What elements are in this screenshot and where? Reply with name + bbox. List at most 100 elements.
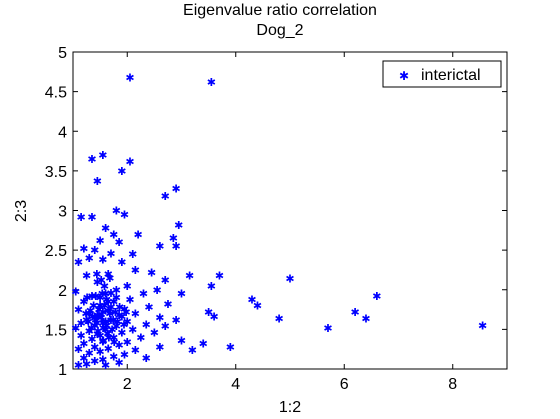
data-point: ✱ xyxy=(323,322,332,335)
data-point: ✱ xyxy=(142,319,151,332)
data-point: ✱ xyxy=(107,323,116,336)
data-point: ✱ xyxy=(94,304,103,317)
data-point: ✱ xyxy=(96,235,105,248)
data-point: ✱ xyxy=(204,306,213,319)
data-point: ✱ xyxy=(177,288,186,301)
data-point: ✱ xyxy=(110,336,119,349)
data-point: ✱ xyxy=(96,330,105,343)
data-point: ✱ xyxy=(87,333,96,346)
data-point: ✱ xyxy=(100,300,109,313)
data-point: ✱ xyxy=(117,256,126,269)
data-point: ✱ xyxy=(120,303,129,316)
legend-label-interictal: interictal xyxy=(421,67,481,84)
data-point: ✱ xyxy=(96,292,105,305)
data-point: ✱ xyxy=(77,317,86,330)
data-point: ✱ xyxy=(87,290,96,303)
data-point: ✱ xyxy=(104,304,113,317)
data-point: ✱ xyxy=(85,252,94,265)
data-point: ✱ xyxy=(104,342,113,355)
x-tick-label: 4 xyxy=(231,376,240,393)
data-point: ✱ xyxy=(152,284,161,297)
legend-box xyxy=(382,60,502,88)
data-point: ✱ xyxy=(133,228,142,241)
data-point: ✱ xyxy=(96,300,105,313)
data-point: ✱ xyxy=(102,293,111,306)
data-point: ✱ xyxy=(171,182,180,195)
data-point: ✱ xyxy=(101,359,110,372)
data-point: ✱ xyxy=(82,314,91,327)
data-point: ✱ xyxy=(86,304,95,317)
data-point: ✱ xyxy=(92,317,101,330)
data-point: ✱ xyxy=(82,269,91,282)
data-point: ✱ xyxy=(91,314,100,327)
data-point: ✱ xyxy=(93,328,102,341)
data-point: ✱ xyxy=(120,349,129,362)
chart-title: Eigenvalue ratio correlation xyxy=(183,2,377,19)
data-point: ✱ xyxy=(71,285,80,298)
data-point: ✱ xyxy=(104,268,113,281)
data-point: ✱ xyxy=(115,357,124,370)
y-tick-label: 3 xyxy=(58,204,67,221)
data-point: ✱ xyxy=(125,293,134,306)
data-point: ✱ xyxy=(93,175,102,188)
data-point: ✱ xyxy=(79,352,88,365)
y-tick-label: 5 xyxy=(58,45,67,62)
data-point: ✱ xyxy=(125,155,134,168)
legend: ✱ interictal xyxy=(382,60,502,88)
data-point: ✱ xyxy=(207,280,216,293)
data-point: ✱ xyxy=(155,311,164,324)
data-point: ✱ xyxy=(115,236,124,249)
data-point: ✱ xyxy=(98,306,107,319)
data-point: ✱ xyxy=(77,211,86,224)
data-point: ✱ xyxy=(115,309,124,322)
data-point: ✱ xyxy=(98,288,107,301)
data-point: ✱ xyxy=(97,311,106,324)
data-point: ✱ xyxy=(79,296,88,309)
legend-marker: ✱ xyxy=(399,69,409,83)
data-point: ✱ xyxy=(97,274,106,287)
data-point: ✱ xyxy=(275,312,284,325)
data-point: ✱ xyxy=(123,336,132,349)
x-axis-label: 1:2 xyxy=(279,399,301,416)
data-point: ✱ xyxy=(350,306,359,319)
data-point: ✱ xyxy=(101,222,110,235)
data-point: ✱ xyxy=(117,327,126,340)
data-point: ✱ xyxy=(188,344,197,357)
data-point: ✱ xyxy=(171,314,180,327)
data-point: ✱ xyxy=(120,208,129,221)
data-point: ✱ xyxy=(99,322,108,335)
data-point: ✱ xyxy=(98,335,107,348)
data-point: ✱ xyxy=(87,153,96,166)
data-point: ✱ xyxy=(101,288,110,301)
data-point: ✱ xyxy=(131,344,140,357)
data-point: ✱ xyxy=(85,325,94,338)
data-point: ✱ xyxy=(128,248,137,261)
data-point: ✱ xyxy=(90,341,99,354)
data-point: ✱ xyxy=(112,284,121,297)
data-point: ✱ xyxy=(104,331,113,344)
plot-area xyxy=(72,51,508,370)
data-point: ✱ xyxy=(79,243,88,256)
y-tick-label: 1 xyxy=(58,362,67,379)
data-point: ✱ xyxy=(361,312,370,325)
data-point: ✱ xyxy=(87,211,96,224)
data-point: ✱ xyxy=(161,190,170,203)
y-axis-label: 2:3 xyxy=(13,200,30,222)
data-point: ✱ xyxy=(105,308,114,321)
data-point: ✱ xyxy=(161,274,170,287)
data-point: ✱ xyxy=(82,292,91,305)
data-point: ✱ xyxy=(171,240,180,253)
data-point: ✱ xyxy=(147,266,156,279)
data-point: ✱ xyxy=(111,306,120,319)
data-point: ✱ xyxy=(122,306,131,319)
data-point: ✱ xyxy=(79,338,88,351)
data-point: ✱ xyxy=(91,290,100,303)
data-point: ✱ xyxy=(81,308,90,321)
data-point: ✱ xyxy=(109,314,118,327)
x-tick-label: 2 xyxy=(123,376,132,393)
data-point: ✱ xyxy=(285,273,294,286)
data-point: ✱ xyxy=(155,240,164,253)
data-point: ✱ xyxy=(144,301,153,314)
data-point: ✱ xyxy=(478,319,487,332)
x-tick-label: 8 xyxy=(448,376,457,393)
